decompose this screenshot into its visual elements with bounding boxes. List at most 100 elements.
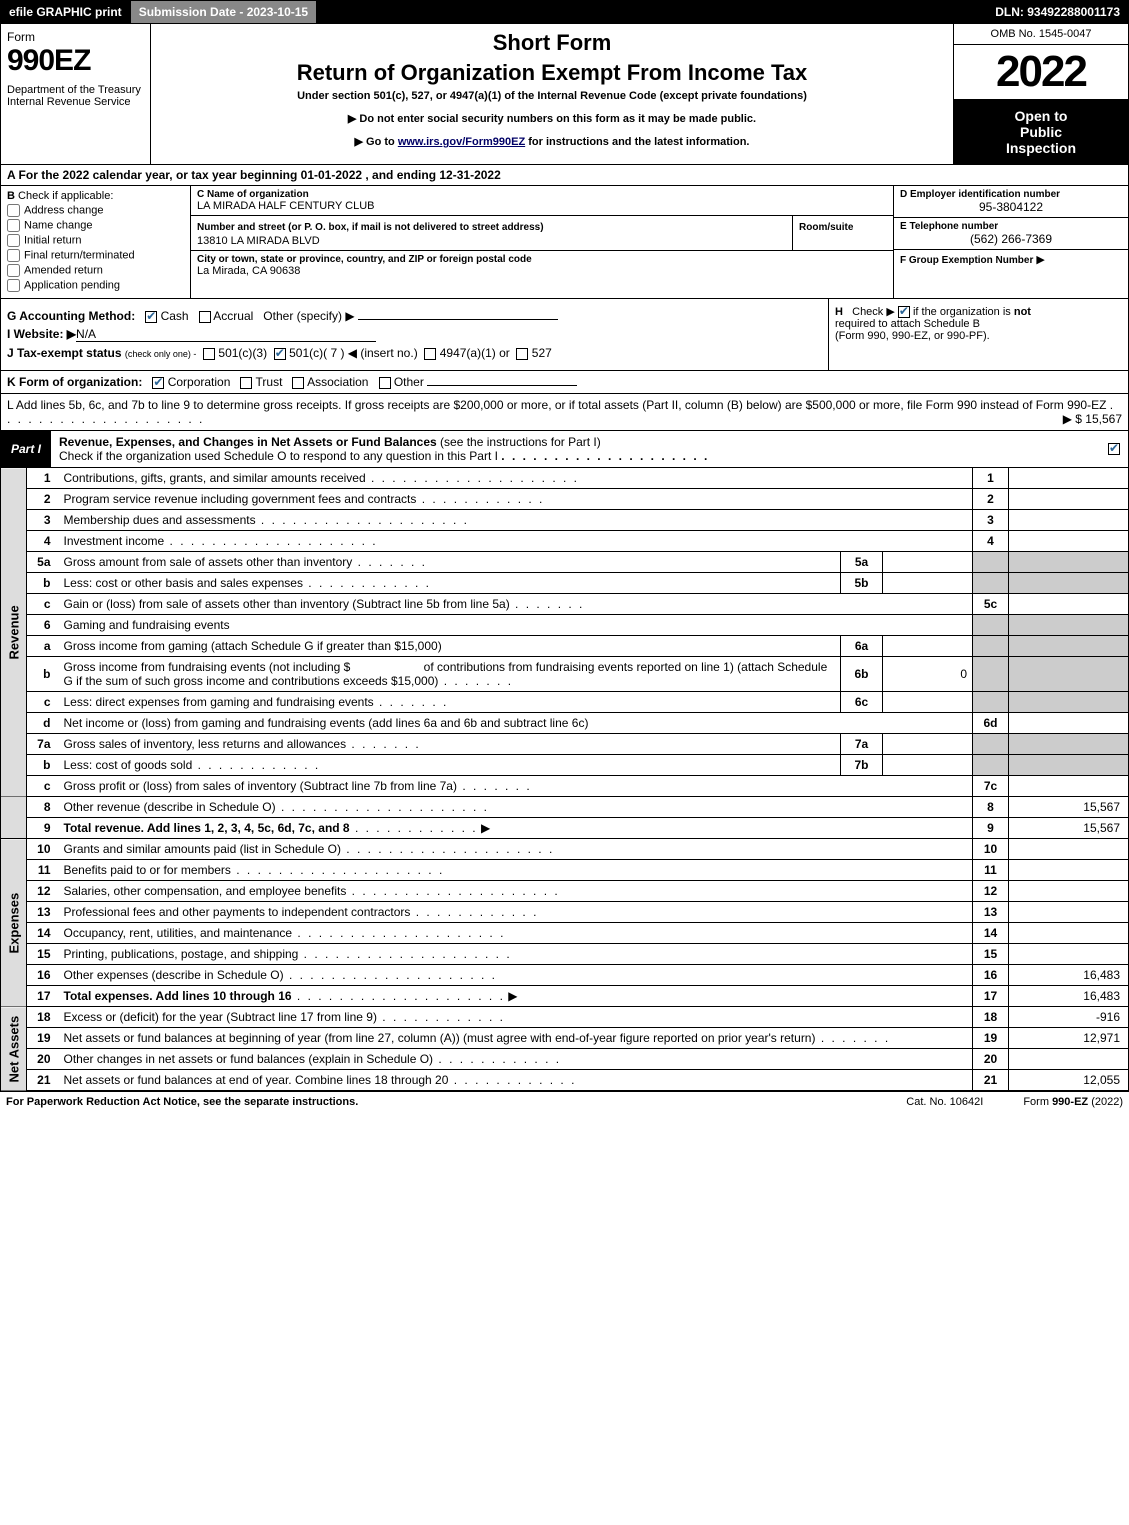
note-link-pre: ▶ Go to [355, 136, 398, 148]
chk-schedule-b[interactable] [898, 306, 910, 318]
l1-amt [1009, 468, 1129, 489]
l5a-agray [1009, 552, 1129, 573]
inspect-line3: Inspection [958, 140, 1124, 156]
chk-association[interactable] [292, 377, 304, 389]
l4-rnum: 4 [973, 531, 1009, 552]
chk-address-change[interactable]: Address change [7, 204, 184, 217]
form-number: 990EZ [7, 44, 144, 78]
l9-amt: 15,567 [1009, 818, 1129, 839]
l2-text: Program service revenue including govern… [64, 492, 417, 506]
line-19: 19 Net assets or fund balances at beginn… [1, 1028, 1129, 1049]
l15-num: 15 [27, 944, 59, 965]
l7a-sv [883, 734, 973, 755]
website-value: N/A [76, 327, 376, 342]
chk-application-pending[interactable]: Application pending [7, 279, 184, 292]
line-5c: c Gain or (loss) from sale of assets oth… [1, 594, 1129, 615]
f-arrow: ▶ [1036, 254, 1044, 266]
j-label: J Tax-exempt status [7, 346, 122, 360]
block-ghij: G Accounting Method: Cash Accrual Other … [0, 299, 1129, 371]
l16-amt: 16,483 [1009, 965, 1129, 986]
l20-text: Other changes in net assets or fund bala… [64, 1052, 434, 1066]
l20-num: 20 [27, 1049, 59, 1070]
l21-text: Net assets or fund balances at end of ye… [64, 1073, 449, 1087]
part-i-check-cell [1100, 431, 1128, 467]
l2-num: 2 [27, 489, 59, 510]
chk-4947[interactable] [424, 348, 436, 360]
chk-name-change[interactable]: Name change [7, 219, 184, 232]
g-other-blank[interactable] [358, 319, 558, 320]
vlabel-expenses: Expenses [1, 839, 27, 1007]
l14-amt [1009, 923, 1129, 944]
efile-print-label[interactable]: efile GRAPHIC print [1, 1, 131, 23]
l12-text: Salaries, other compensation, and employ… [64, 884, 347, 898]
l20-rnum: 20 [973, 1049, 1009, 1070]
l19-text: Net assets or fund balances at beginning… [64, 1031, 816, 1045]
l6c-num: c [27, 692, 59, 713]
l8-num: 8 [27, 797, 59, 818]
chk-corporation[interactable] [152, 377, 164, 389]
l21-rnum: 21 [973, 1070, 1009, 1091]
line-6a: a Gross income from gaming (attach Sched… [1, 636, 1129, 657]
g-accrual: Accrual [213, 309, 253, 323]
g-other: Other (specify) ▶ [263, 309, 354, 323]
chk-501c3[interactable] [203, 348, 215, 360]
line-15: 15 Printing, publications, postage, and … [1, 944, 1129, 965]
l4-num: 4 [27, 531, 59, 552]
chk-527[interactable] [516, 348, 528, 360]
chk-trust[interactable] [240, 377, 252, 389]
k-other-blank[interactable] [427, 385, 577, 386]
l17-num: 17 [27, 986, 59, 1007]
tax-year: 2022 [954, 45, 1128, 100]
line-2: 2 Program service revenue including gove… [1, 489, 1129, 510]
row-a-tax-year: A For the 2022 calendar year, or tax yea… [0, 165, 1129, 186]
l5c-amt [1009, 594, 1129, 615]
chk-other-org[interactable] [379, 377, 391, 389]
chk-501c[interactable] [274, 348, 286, 360]
l18-text: Excess or (deficit) for the year (Subtra… [64, 1010, 377, 1024]
k-o2: Trust [256, 375, 283, 389]
chk-final-return[interactable]: Final return/terminated [7, 249, 184, 262]
j-o1: 501(c)(3) [218, 346, 267, 360]
chk-cash[interactable] [145, 311, 157, 323]
line-7b: b Less: cost of goods sold 7b [1, 755, 1129, 776]
l1-text: Contributions, gifts, grants, and simila… [64, 471, 366, 485]
l17-text: Total expenses. Add lines 10 through 16 [64, 989, 292, 1003]
chk-schedule-o-part-i[interactable] [1108, 443, 1120, 455]
part-i-title: Revenue, Expenses, and Changes in Net As… [59, 435, 437, 449]
l2-amt [1009, 489, 1129, 510]
footer-right: Form 990-EZ (2022) [1023, 1096, 1123, 1108]
c-room-label: Room/suite [799, 222, 853, 233]
l8-rnum: 8 [973, 797, 1009, 818]
l5b-text: Less: cost or other basis and sales expe… [64, 576, 303, 590]
chk-amended-return[interactable]: Amended return [7, 264, 184, 277]
footer-left: For Paperwork Reduction Act Notice, see … [6, 1096, 866, 1108]
l5a-sv [883, 552, 973, 573]
inspect-line2: Public [958, 124, 1124, 140]
line-5a: 5a Gross amount from sale of assets othe… [1, 552, 1129, 573]
chk-initial-return[interactable]: Initial return [7, 234, 184, 247]
net-assets-table: Net Assets 18 Excess or (deficit) for th… [0, 1007, 1129, 1091]
section-c: C Name of organization LA MIRADA HALF CE… [191, 186, 893, 298]
l8-text: Other revenue (describe in Schedule O) [64, 800, 276, 814]
l7a-text: Gross sales of inventory, less returns a… [64, 737, 347, 751]
k-o4: Other [394, 375, 424, 389]
l6c-sv [883, 692, 973, 713]
l7b-text: Less: cost of goods sold [64, 758, 193, 772]
header-right: OMB No. 1545-0047 2022 Open to Public In… [953, 24, 1128, 164]
l7b-num: b [27, 755, 59, 776]
line-1: Revenue 1 Contributions, gifts, grants, … [1, 468, 1129, 489]
l6a-sn: 6a [841, 636, 883, 657]
irs-link[interactable]: www.irs.gov/Form990EZ [398, 136, 525, 148]
l13-rnum: 13 [973, 902, 1009, 923]
j-o2: 501(c)( 7 ) ◀ (insert no.) [289, 346, 418, 360]
form-header: Form 990EZ Department of the Treasury In… [0, 24, 1129, 165]
line-9: 9 Total revenue. Add lines 1, 2, 3, 4, 5… [1, 818, 1129, 839]
k-o1: Corporation [168, 375, 231, 389]
revenue-table: Revenue 1 Contributions, gifts, grants, … [0, 468, 1129, 839]
line-17: 17 Total expenses. Add lines 10 through … [1, 986, 1129, 1007]
note-link-post: for instructions and the latest informat… [525, 136, 749, 148]
l-arrow: ▶ [1063, 412, 1072, 426]
chk-accrual[interactable] [199, 311, 211, 323]
l6d-rnum: 6d [973, 713, 1009, 734]
phone-value: (562) 266-7369 [900, 232, 1122, 246]
